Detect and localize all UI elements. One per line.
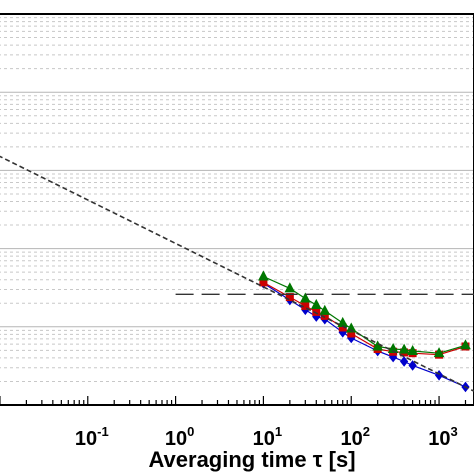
data-point-triangle [460,339,471,350]
series [0,155,474,393]
x-tick-base: 10 [253,428,275,450]
x-tick-exponent: 3 [451,424,458,439]
data-point-square [285,293,294,302]
data-point-triangle [258,270,269,281]
data-point-triangle [299,292,311,303]
data-point-triangle [284,282,296,293]
x-tick-exponent: 2 [363,424,370,439]
x-tick-exponent: -1 [97,424,109,439]
x-tick-label: 102 [340,424,369,450]
data-point-triangle [407,344,418,356]
series-line-3 [0,155,474,392]
data-point-diamond [399,356,409,367]
data-point-triangle [398,343,410,354]
grid [0,17,474,406]
data-point-triangle [345,322,357,333]
x-tick-label: 10-1 [75,424,109,450]
x-tick-label: 100 [165,424,194,450]
x-tick-exponent: 0 [187,424,194,439]
x-tick-label: 103 [428,424,457,450]
x-tick-base: 10 [75,428,97,450]
data-point-triangle [387,342,399,354]
axes-frame [0,13,474,406]
x-tick-label: 101 [253,424,282,450]
data-point-triangle [310,298,322,310]
minor-ticks [0,396,467,405]
x-axis-label: Averaging time τ [s] [148,447,355,472]
data-point-triangle [337,316,349,327]
data-point-diamond [408,360,417,371]
x-tick-base: 10 [428,428,450,450]
data-point-triangle [433,347,445,358]
data-point-triangle [372,340,384,351]
x-tick-base: 10 [165,428,187,450]
x-tick-exponent: 1 [275,424,282,439]
data-point-triangle [319,304,331,315]
x-tick-base: 10 [340,428,362,450]
x-tick-labels: 10-1 100 101 102 103 [75,424,458,450]
